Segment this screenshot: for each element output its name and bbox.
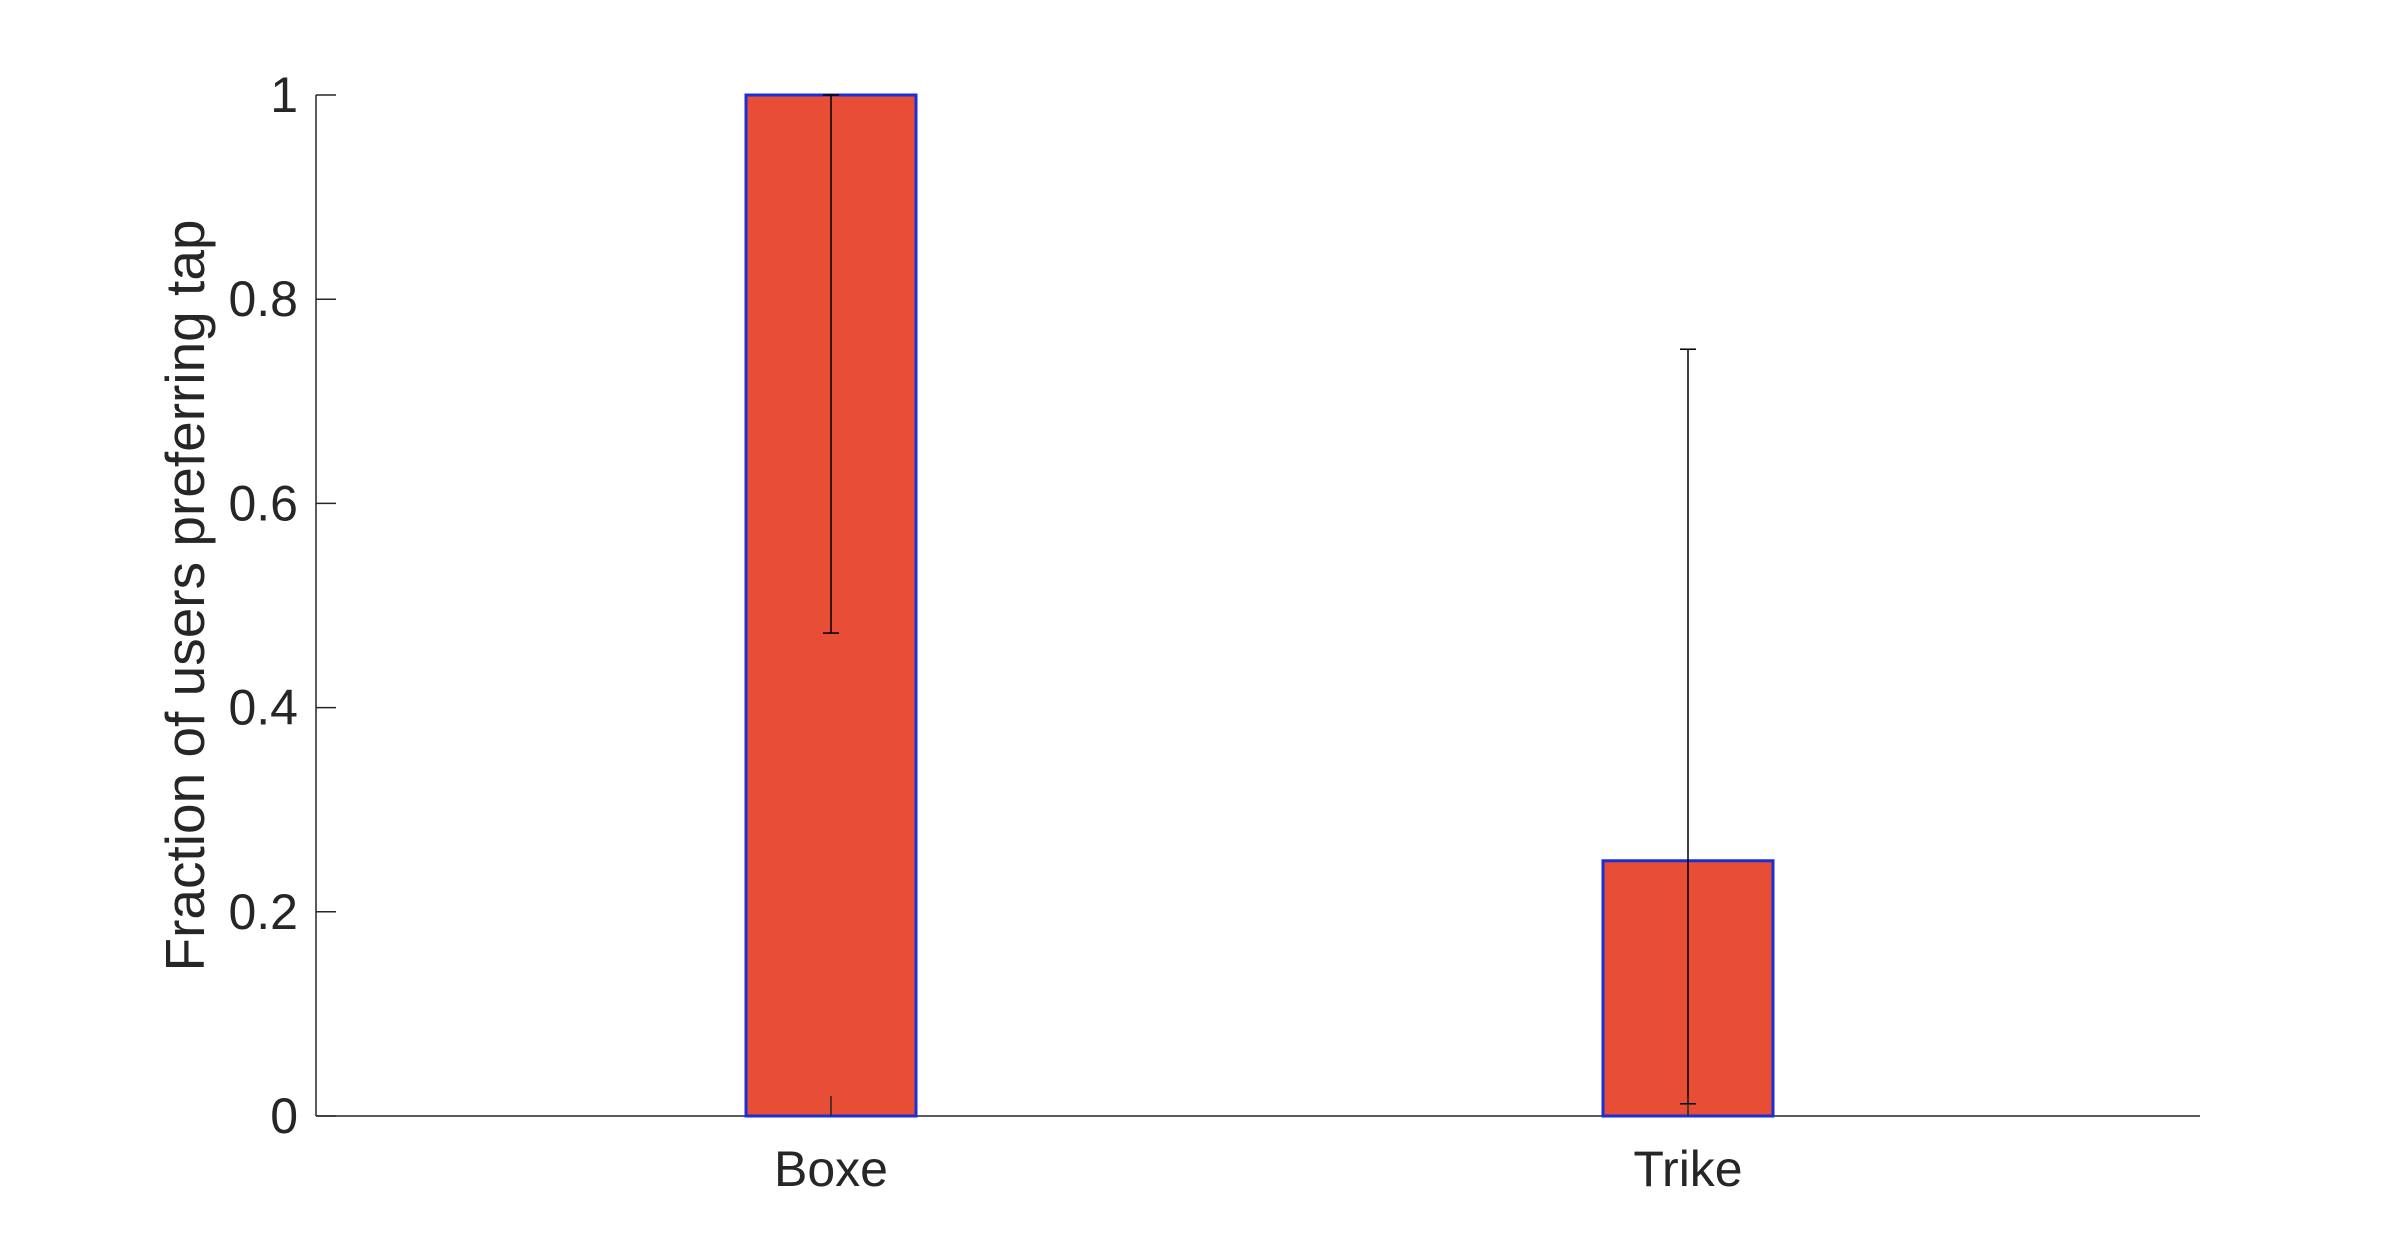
chart-error-bars <box>823 94 1696 1105</box>
x-tick-label: Boxe <box>774 1141 888 1197</box>
x-tick-label: Trike <box>1633 1141 1742 1197</box>
y-tick-label: 0.4 <box>228 680 298 736</box>
chart-ticks: 0 0.2 0.4 0.6 0.8 1 Boxe Trike <box>228 67 1742 1197</box>
y-tick-label: 0.6 <box>228 475 298 531</box>
y-tick-label: 0.2 <box>228 884 298 940</box>
chart-axes <box>315 95 2200 1117</box>
chart-bars <box>744 93 1775 1118</box>
y-axis-label: Fraction of users preferring tap <box>154 219 216 971</box>
y-tick-label: 0 <box>270 1088 298 1144</box>
y-tick-label: 1 <box>270 67 298 123</box>
y-tick-label: 0.8 <box>228 271 298 327</box>
error-bar-boxe <box>823 94 839 634</box>
